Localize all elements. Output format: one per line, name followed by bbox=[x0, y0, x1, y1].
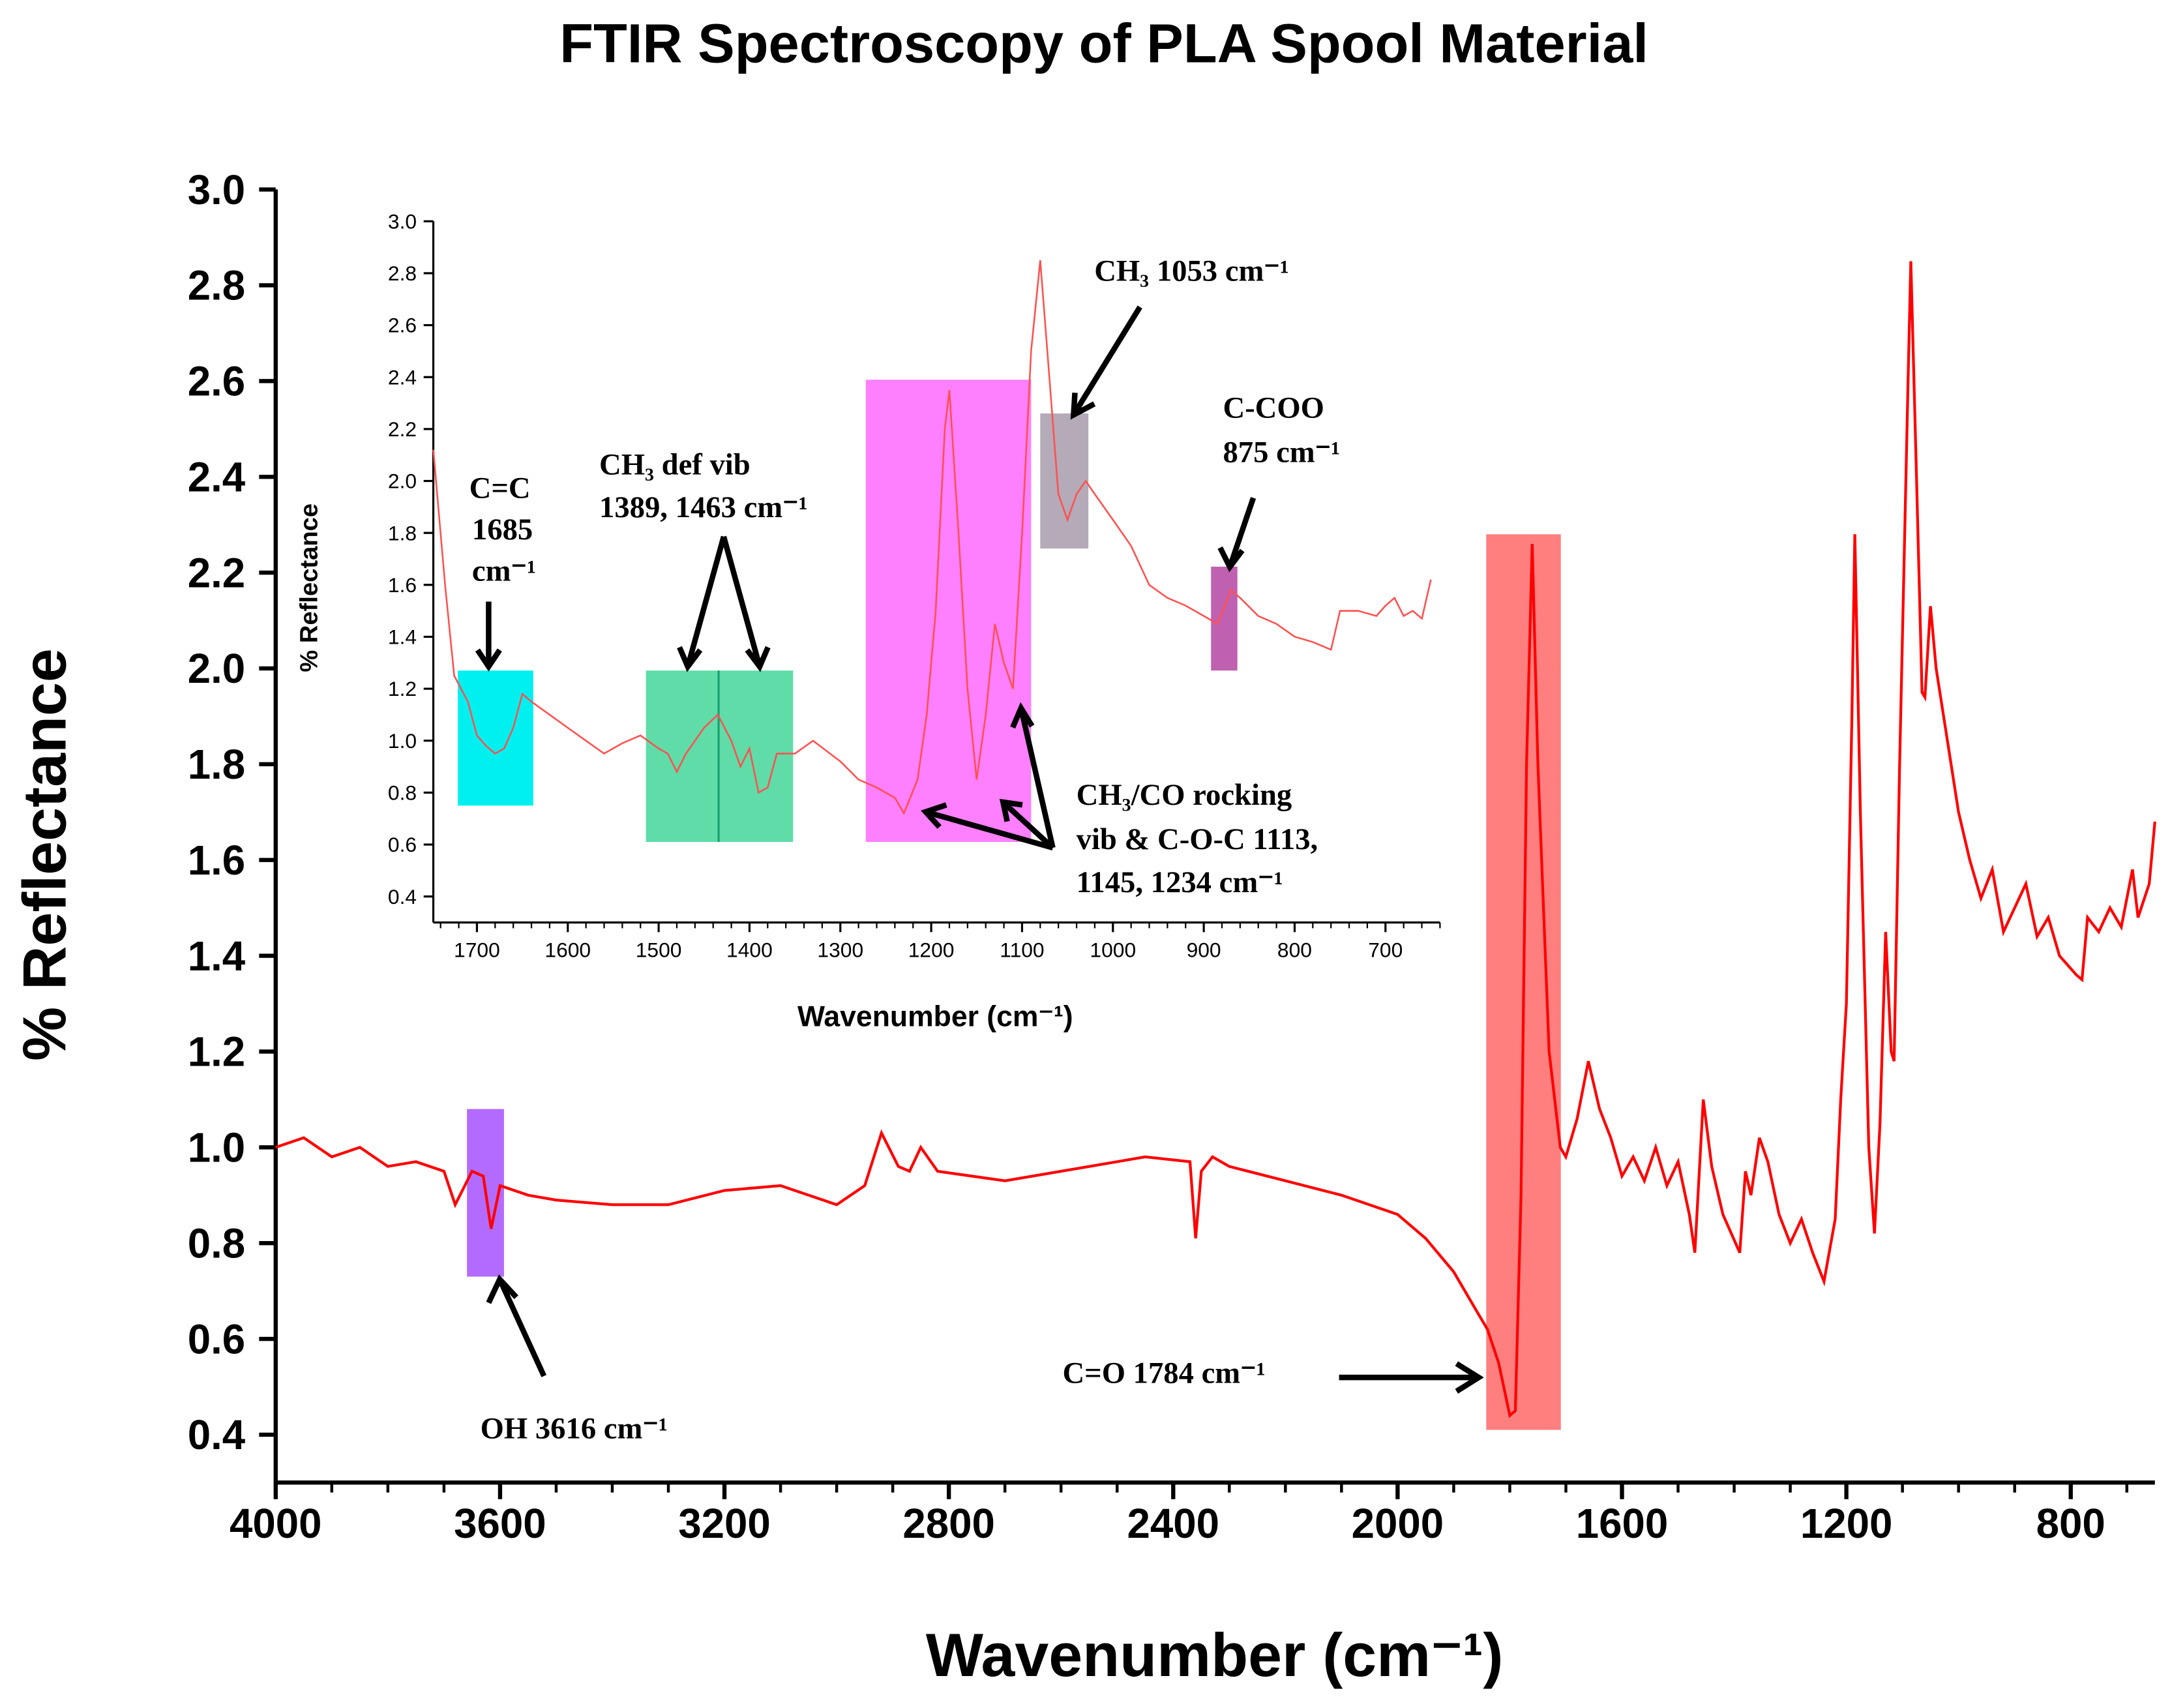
arrow-ch3def-2 bbox=[721, 535, 763, 668]
arrowhead-ch3def-1 bbox=[677, 646, 703, 672]
arrowhead-co bbox=[1455, 1361, 1484, 1394]
main-y-axis-label: % Reflectance bbox=[10, 648, 78, 1061]
inset-y-tick-label: 1.6 bbox=[388, 573, 417, 597]
annotation-ccoo-1: C-COO bbox=[1223, 391, 1324, 425]
arrow-rocking-3 bbox=[1018, 707, 1056, 848]
arrow-oh bbox=[497, 1278, 547, 1377]
annotation-cc-3: cm⁻¹ bbox=[472, 554, 536, 588]
inset-x-axis-label: Wavenumber (cm⁻¹) bbox=[797, 1001, 1073, 1033]
main-y-tick-label: 0.6 bbox=[188, 1316, 245, 1362]
main-y-tick-label: 0.8 bbox=[188, 1220, 245, 1266]
main-spectrum-line bbox=[275, 261, 2156, 1418]
inset-y-tick-label: 2.6 bbox=[388, 314, 417, 337]
inset-highlight-c-c bbox=[458, 670, 533, 806]
main-y-tick-label: 2.0 bbox=[188, 646, 245, 692]
arrow-ch3 bbox=[1071, 305, 1142, 417]
main-y-tick-label: 1.8 bbox=[188, 742, 245, 788]
inset-x-tick-label: 800 bbox=[1277, 938, 1312, 961]
main-x-tick-label: 2400 bbox=[1127, 1501, 1220, 1547]
main-y-tick-label: 2.8 bbox=[188, 263, 245, 309]
inset-y-tick-label: 0.4 bbox=[388, 885, 417, 908]
inset-spectrum-line bbox=[432, 260, 1432, 816]
inset-x-tick-label: 700 bbox=[1368, 938, 1403, 961]
arrowhead-cc bbox=[475, 648, 502, 672]
annotation-ch3: CH₃ 1053 cm⁻¹ bbox=[1094, 254, 1289, 288]
inset-y-tick-label: 2.0 bbox=[388, 470, 417, 493]
inset-x-tick-label: 1000 bbox=[1090, 938, 1136, 961]
arrowhead-ch3 bbox=[1070, 392, 1096, 420]
arrowhead-rocking-3 bbox=[1010, 702, 1035, 729]
inset-y-tick-label: 3.0 bbox=[388, 209, 417, 233]
inset-y-tick-label: 1.2 bbox=[388, 677, 417, 700]
annotation-ch3def-1: CH₃ def vib bbox=[599, 447, 751, 481]
inset-x-tick-label: 1100 bbox=[1000, 938, 1044, 961]
inset-highlight-rocking bbox=[865, 380, 1032, 843]
main-y-tick-label: 2.2 bbox=[188, 550, 245, 596]
arrow-rocking-2 bbox=[1001, 800, 1055, 850]
inset-y-tick-label: 2.2 bbox=[388, 417, 417, 441]
annotation-ccoo-2: 875 cm⁻¹ bbox=[1223, 435, 1340, 469]
main-y-tick-label: 0.4 bbox=[188, 1412, 246, 1458]
inset-y-tick-label: 0.8 bbox=[388, 781, 417, 805]
main-y-tick-label: 1.4 bbox=[188, 933, 246, 980]
arrow-rocking-1 bbox=[925, 809, 1054, 851]
main-x-tick-label: 3200 bbox=[678, 1501, 771, 1547]
arrow-ccoo bbox=[1227, 497, 1257, 568]
main-x-tick-label: 3600 bbox=[454, 1501, 546, 1547]
annotation-rocking-3: 1145, 1234 cm⁻¹ bbox=[1077, 865, 1283, 899]
inset-x-tick-label: 1500 bbox=[636, 938, 682, 961]
arrowhead-oh bbox=[486, 1274, 518, 1304]
main-y-tick-label: 1.2 bbox=[188, 1029, 245, 1075]
main-y-tick-label: 2.4 bbox=[188, 454, 246, 500]
arrowhead-rocking-2 bbox=[999, 798, 1023, 822]
arrowhead-ch3def-2 bbox=[745, 646, 771, 672]
inset-y-tick-label: 0.6 bbox=[388, 833, 417, 856]
annotation-ch3def-2: 1389, 1463 cm⁻¹ bbox=[599, 490, 808, 524]
main-x-tick-label: 4000 bbox=[230, 1501, 322, 1547]
main-x-tick-label: 2000 bbox=[1352, 1501, 1444, 1547]
inset-y-tick-label: 1.0 bbox=[388, 729, 417, 753]
annotation-rocking-1: CH₃/CO rocking bbox=[1077, 778, 1292, 812]
main-y-tick-label: 3.0 bbox=[188, 167, 245, 213]
inset-y-tick-label: 2.8 bbox=[388, 262, 417, 285]
inset-highlight-ch3-1053 bbox=[1040, 413, 1089, 549]
inset-y-tick-label: 1.4 bbox=[388, 625, 417, 649]
main-x-tick-label: 2800 bbox=[902, 1501, 995, 1547]
inset-x-tick-label: 1700 bbox=[454, 938, 500, 961]
inset-x-tick-label: 1300 bbox=[817, 938, 863, 961]
annotation-oh: OH 3616 cm⁻¹ bbox=[481, 1411, 668, 1445]
main-y-tick-label: 2.6 bbox=[188, 359, 245, 405]
annotation-cc-1: C=C bbox=[469, 471, 531, 505]
inset-highlights bbox=[458, 380, 1238, 843]
inset-axes: 1700 1600 1500 1400 1300 1200 1100 1000 900 800 70… bbox=[388, 209, 1441, 961]
inset-y-tick-label: 1.8 bbox=[388, 521, 417, 545]
arrowhead-ccoo bbox=[1217, 546, 1245, 573]
chart-title: FTIR Spectroscopy of PLA Spool Material bbox=[559, 12, 1648, 74]
main-axes: 4000 3600 3200 2800 2400 2000 1600 1200 800 0.4 0.… bbox=[188, 167, 2155, 1547]
annotation-cc-2: 1685 bbox=[472, 513, 533, 547]
inset-x-tick-label: 1400 bbox=[726, 938, 773, 961]
main-x-tick-label: 800 bbox=[2036, 1501, 2105, 1547]
annotation-co: C=O 1784 cm⁻¹ bbox=[1062, 1356, 1265, 1390]
main-x-tick-label: 1600 bbox=[1576, 1501, 1669, 1547]
inset-x-tick-label: 1600 bbox=[544, 938, 591, 961]
inset-x-tick-label: 1200 bbox=[908, 938, 955, 961]
main-y-tick-label: 1.6 bbox=[188, 837, 245, 884]
arrow-ch3def-1 bbox=[685, 535, 726, 668]
main-x-tick-label: 1200 bbox=[1800, 1501, 1893, 1547]
inset-x-tick-label: 900 bbox=[1187, 938, 1221, 961]
main-x-axis-label: Wavenumber (cm⁻¹) bbox=[926, 1621, 1504, 1689]
main-y-tick-label: 1.0 bbox=[188, 1125, 245, 1171]
annotation-rocking-2: vib & C-O-C 1113, bbox=[1077, 822, 1318, 856]
inset-y-tick-label: 2.4 bbox=[388, 365, 417, 389]
inset-y-axis-label: % Reflectance bbox=[295, 503, 323, 672]
arrowhead-rocking-1 bbox=[920, 802, 947, 830]
arrows bbox=[475, 305, 1484, 1394]
inset-highlight-c-coo bbox=[1211, 566, 1238, 671]
